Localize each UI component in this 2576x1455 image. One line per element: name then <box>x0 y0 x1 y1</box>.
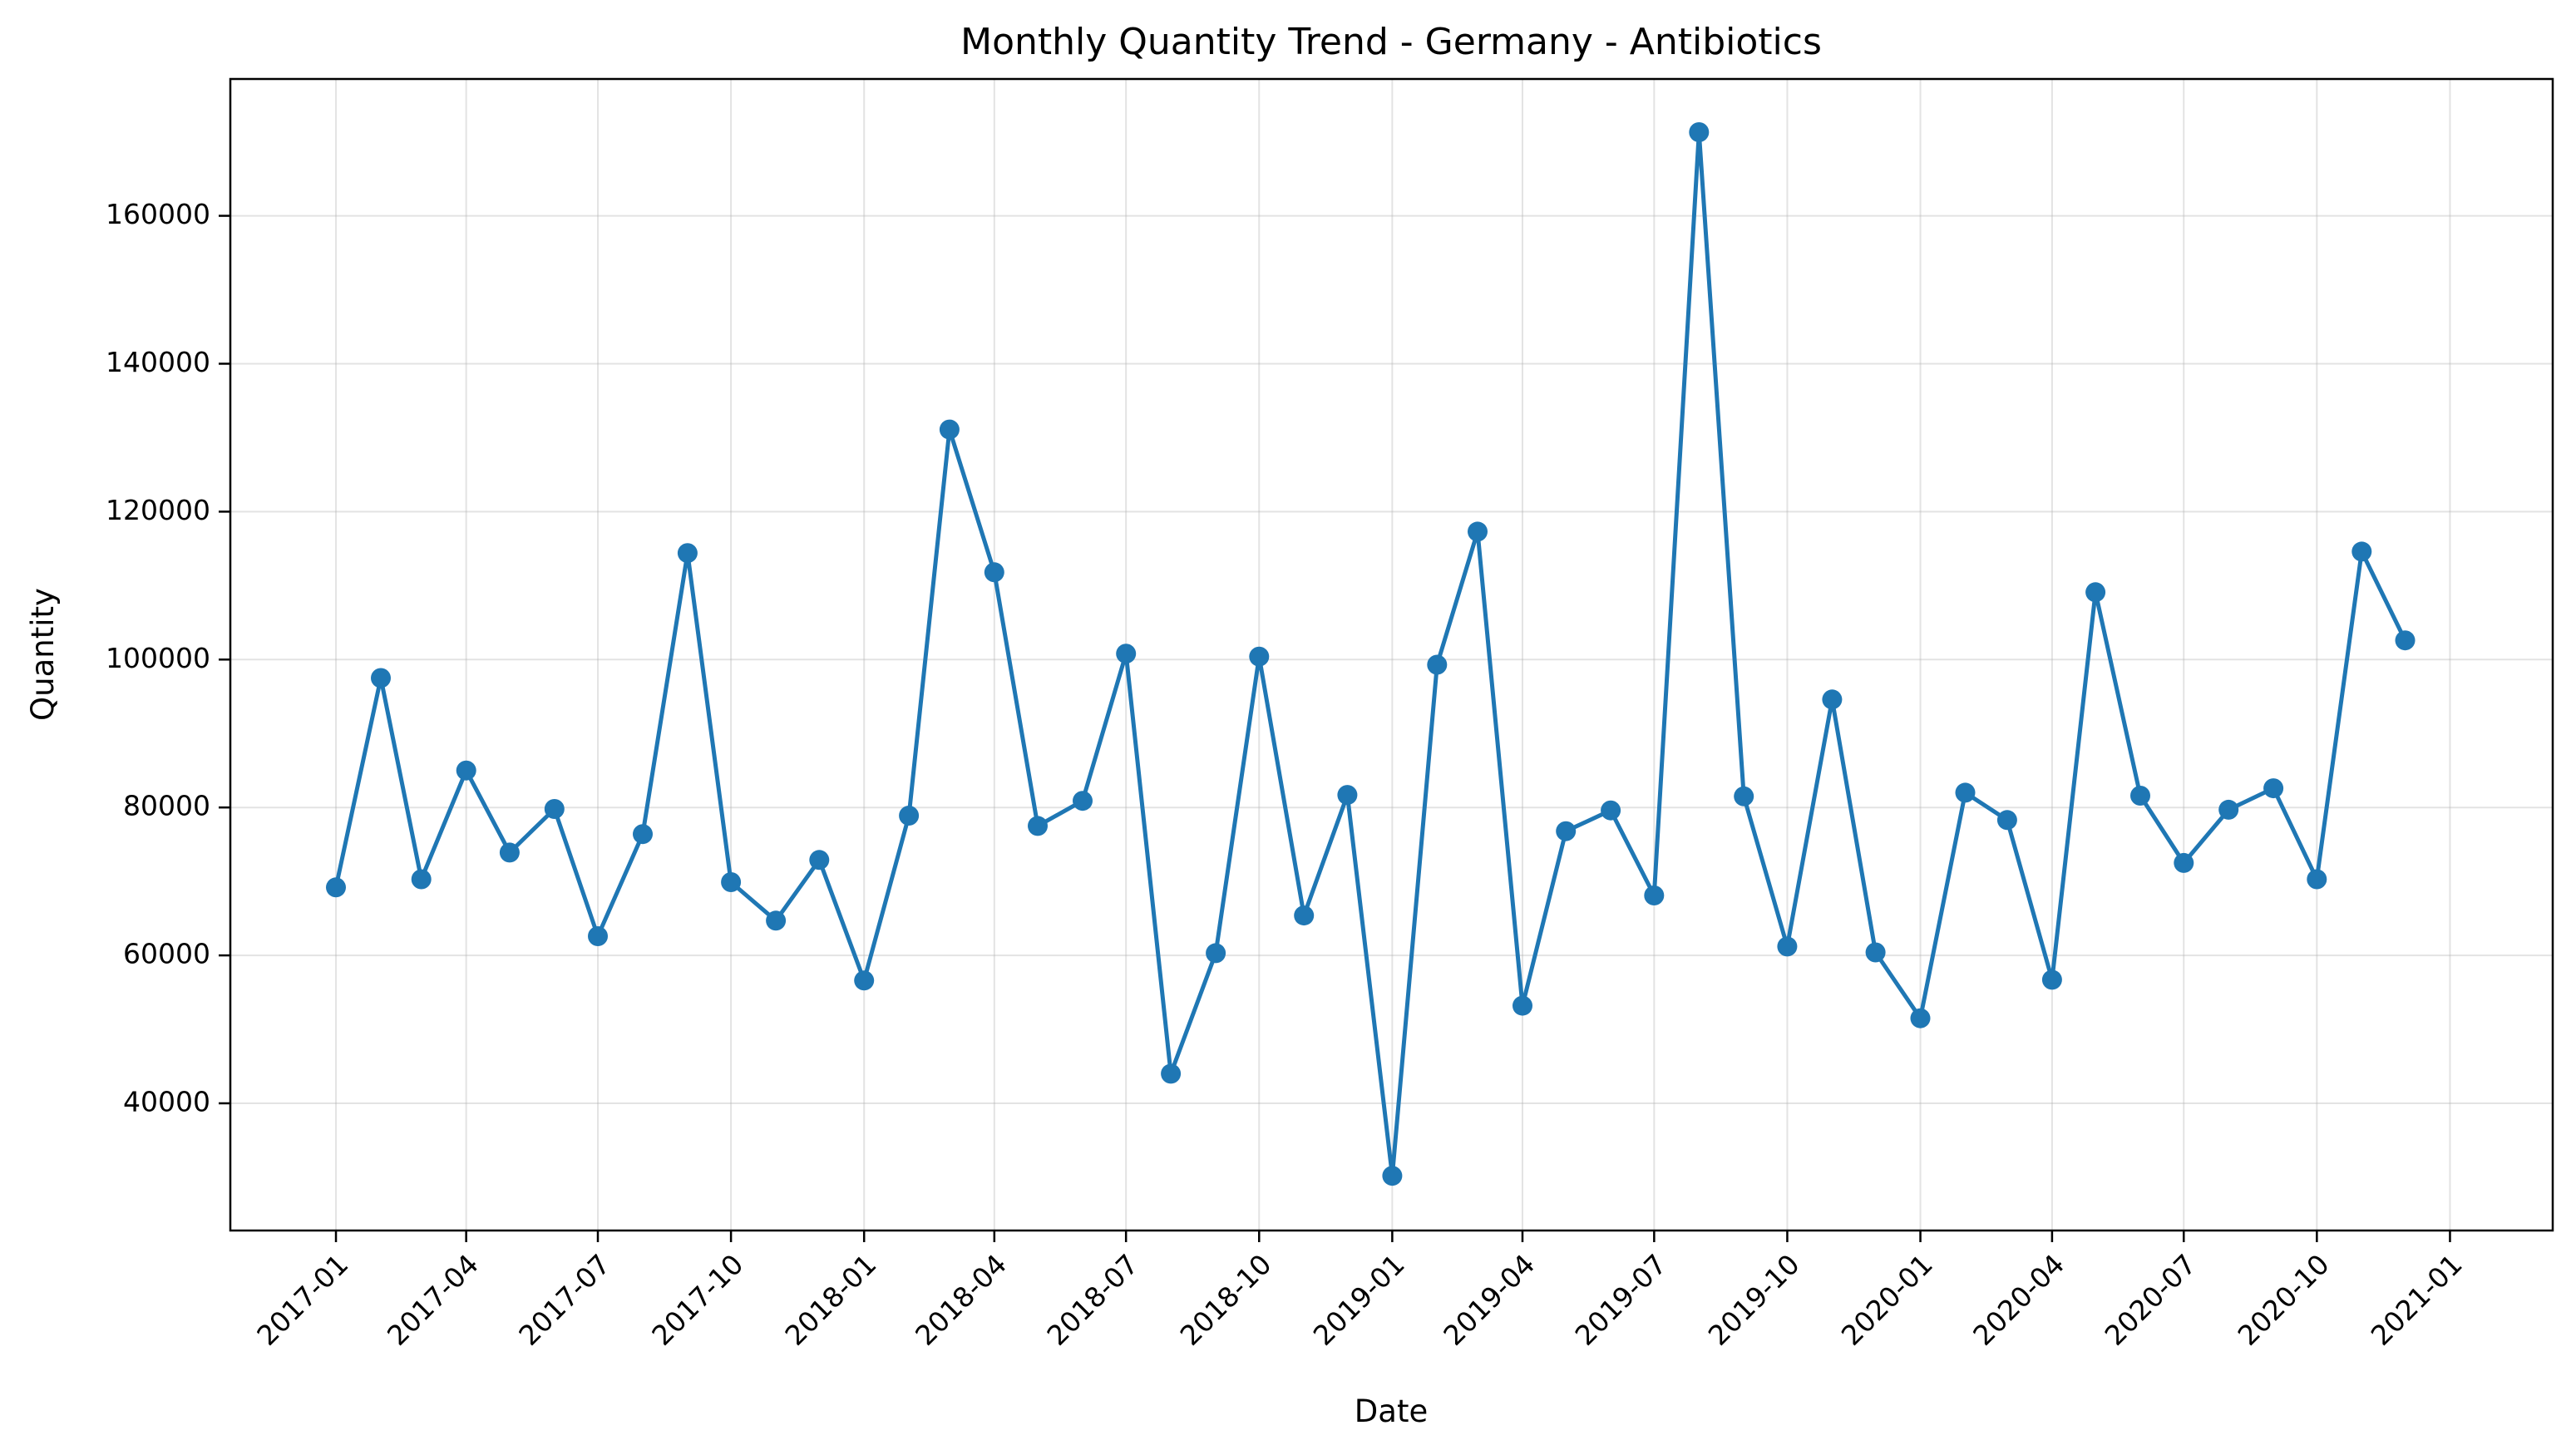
data-point <box>809 850 830 871</box>
y-tick-label: 60000 <box>123 938 210 970</box>
data-point <box>1601 800 1621 821</box>
y-tick-label: 40000 <box>123 1086 210 1118</box>
data-point <box>411 869 432 890</box>
chart-title: Monthly Quantity Trend - Germany - Antib… <box>960 21 1822 63</box>
series-line <box>333 130 2407 1178</box>
y-tick-label: 120000 <box>106 494 210 526</box>
data-point <box>1427 654 1448 675</box>
data-point <box>2263 778 2284 799</box>
data-point <box>2395 630 2416 651</box>
data-point <box>2085 582 2106 603</box>
data-point <box>1955 782 1976 803</box>
data-point <box>2351 541 2372 562</box>
data-point <box>1865 942 1886 963</box>
data-point <box>2174 852 2194 873</box>
data-point <box>1734 786 1754 806</box>
data-point <box>984 562 1004 583</box>
data-point <box>1294 905 1315 926</box>
data-point <box>1382 1166 1403 1186</box>
data-point <box>2130 786 2150 806</box>
data-point <box>1689 122 1710 142</box>
y-tick-label: 140000 <box>106 346 210 378</box>
data-point <box>544 799 565 819</box>
y-tick-label: 100000 <box>106 642 210 674</box>
data-point <box>2307 869 2327 890</box>
data-point <box>854 970 875 991</box>
series-layer <box>326 122 2416 1186</box>
data-point <box>1556 821 1577 841</box>
data-point <box>1028 816 1048 836</box>
data-point <box>1996 810 2017 831</box>
y-axis-label: Quantity <box>25 588 61 721</box>
data-point <box>1468 521 1488 542</box>
data-point <box>677 543 698 564</box>
data-point <box>1206 943 1226 964</box>
data-point <box>633 824 653 845</box>
data-point <box>721 872 742 892</box>
data-point <box>1337 785 1358 806</box>
data-point <box>499 842 520 863</box>
data-point <box>899 806 920 826</box>
data-point <box>766 910 787 931</box>
data-point <box>2218 799 2239 820</box>
data-point <box>456 760 476 781</box>
data-point <box>1116 644 1137 664</box>
data-point <box>1644 885 1665 905</box>
data-point <box>1161 1063 1182 1084</box>
data-point <box>2041 969 2062 990</box>
y-tick-label: 80000 <box>123 790 210 822</box>
data-point <box>588 926 608 946</box>
data-point <box>1777 936 1798 957</box>
data-point <box>1822 689 1843 710</box>
grid-lines <box>230 79 2553 1231</box>
data-point <box>1513 995 1532 1016</box>
data-point <box>1249 646 1270 667</box>
x-axis-label: Date <box>1355 1393 1428 1429</box>
data-point <box>1910 1008 1931 1028</box>
data-point <box>326 877 346 898</box>
data-point <box>371 668 391 688</box>
data-point <box>939 419 960 440</box>
data-point <box>1073 791 1093 811</box>
y-tick-label: 160000 <box>106 198 210 230</box>
